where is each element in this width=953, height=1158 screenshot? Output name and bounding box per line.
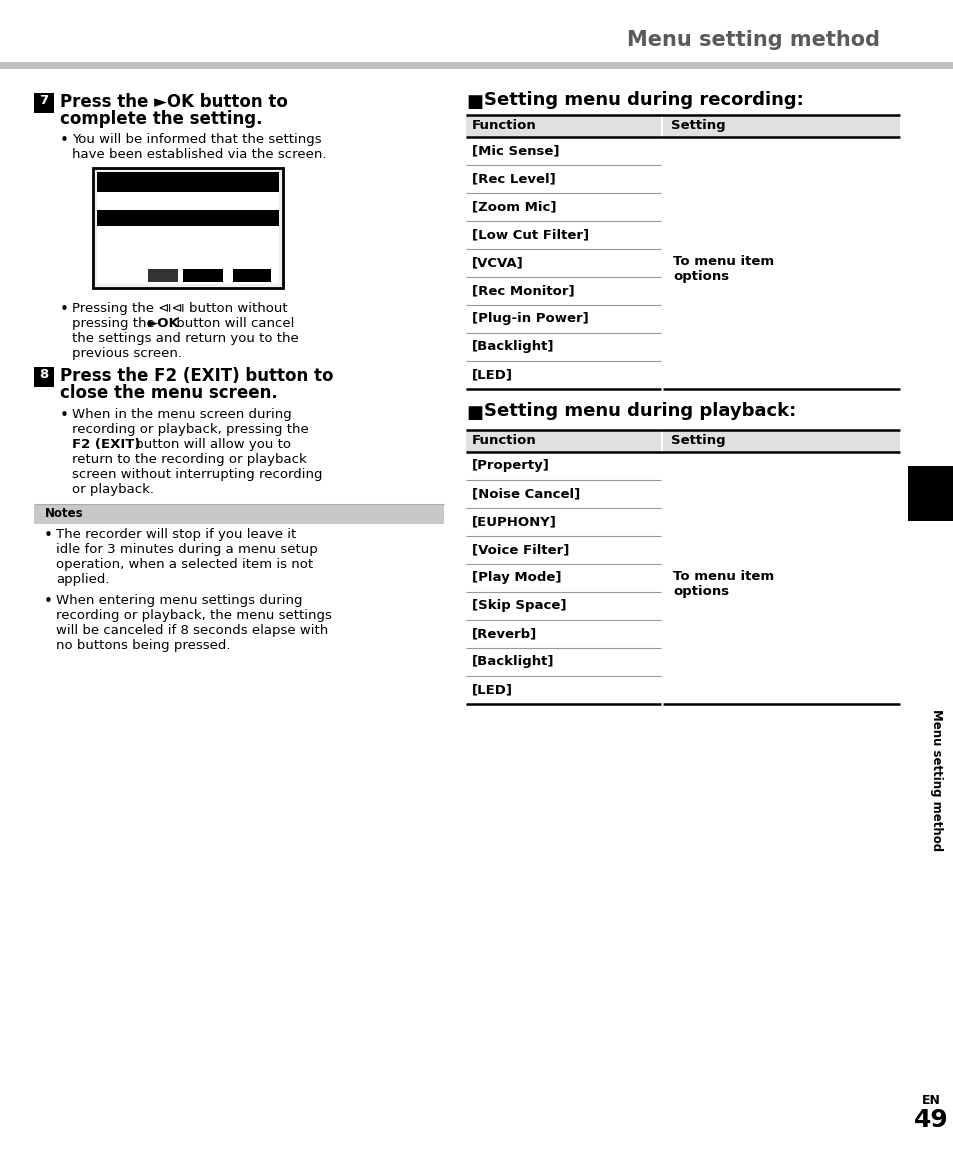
Text: [Noise Cancel]: [Noise Cancel] <box>472 488 579 500</box>
Text: or playback.: or playback. <box>71 483 153 496</box>
Text: 4: 4 <box>921 479 940 507</box>
Text: On: On <box>107 196 120 206</box>
Text: [Rec Monitor]: [Rec Monitor] <box>472 284 574 296</box>
Text: The recorder will stop if you leave it: The recorder will stop if you leave it <box>56 528 296 541</box>
Text: •: • <box>44 528 52 543</box>
Bar <box>92 168 283 288</box>
Bar <box>97 173 278 192</box>
Text: Off: Off <box>107 211 127 221</box>
Bar <box>97 192 278 280</box>
Text: Menu setting method: Menu setting method <box>929 709 943 851</box>
Bar <box>465 115 660 137</box>
Text: Setting: Setting <box>164 233 212 243</box>
Text: When in the menu screen during: When in the menu screen during <box>71 408 292 422</box>
Bar <box>97 210 278 226</box>
Text: [Backlight]: [Backlight] <box>472 340 554 353</box>
Text: Press the F2 (EXIT) button to: Press the F2 (EXIT) button to <box>60 367 334 384</box>
Text: [LED]: [LED] <box>472 368 513 381</box>
Text: will be canceled if 8 seconds elapse with: will be canceled if 8 seconds elapse wit… <box>56 624 328 637</box>
Text: close the menu screen.: close the menu screen. <box>60 384 277 402</box>
Text: To menu item
options: To menu item options <box>672 255 773 283</box>
Text: screen without interrupting recording: screen without interrupting recording <box>71 468 322 481</box>
Text: 8: 8 <box>39 368 49 381</box>
Bar <box>97 267 278 284</box>
Text: 49: 49 <box>913 1108 947 1133</box>
Text: [Reverb]: [Reverb] <box>472 626 537 640</box>
Text: no buttons being pressed.: no buttons being pressed. <box>56 639 231 652</box>
Bar <box>233 269 271 283</box>
Text: complete the setting.: complete the setting. <box>60 110 262 129</box>
Text: 7: 7 <box>39 94 49 107</box>
Text: [Backlight]: [Backlight] <box>472 655 554 668</box>
Text: Pressing the ⧏⧏ button without: Pressing the ⧏⧏ button without <box>71 302 287 315</box>
Text: LED: LED <box>101 173 121 183</box>
Text: You will be informed that the settings: You will be informed that the settings <box>71 133 321 146</box>
Bar <box>0 63 953 69</box>
Text: Setting menu during recording:: Setting menu during recording: <box>483 91 803 109</box>
Text: [Skip Space]: [Skip Space] <box>472 599 566 611</box>
Text: ►OK: ►OK <box>148 317 179 330</box>
Text: Setting: Setting <box>670 434 725 447</box>
Text: Function: Function <box>472 119 537 132</box>
Text: button will cancel: button will cancel <box>172 317 294 330</box>
Text: [Play Mode]: [Play Mode] <box>472 571 561 584</box>
Text: recording or playback, pressing the: recording or playback, pressing the <box>71 423 309 437</box>
Text: When entering menu settings during: When entering menu settings during <box>56 594 302 607</box>
Text: [Rec Level]: [Rec Level] <box>472 173 556 185</box>
Text: To menu item
options: To menu item options <box>672 570 773 598</box>
Text: fixed: fixed <box>171 245 205 256</box>
Bar <box>183 269 223 283</box>
Bar <box>34 367 54 387</box>
Text: [Plug-in Power]: [Plug-in Power] <box>472 312 588 325</box>
Text: LIMIT: LIMIT <box>152 270 174 279</box>
Text: [Zoom Mic]: [Zoom Mic] <box>472 200 556 213</box>
Text: ■: ■ <box>465 404 482 422</box>
Text: Menu setting method: Menu setting method <box>626 30 879 50</box>
Text: [Property]: [Property] <box>472 459 549 472</box>
Text: [Low Cut Filter]: [Low Cut Filter] <box>472 228 589 241</box>
Text: button will allow you to: button will allow you to <box>131 438 291 450</box>
Text: previous screen.: previous screen. <box>71 347 182 360</box>
Text: the settings and return you to the: the settings and return you to the <box>71 332 298 345</box>
Text: applied.: applied. <box>56 573 110 586</box>
Text: •: • <box>60 133 69 148</box>
Text: [Mic Sense]: [Mic Sense] <box>472 144 558 157</box>
Bar <box>907 466 953 521</box>
Bar <box>662 115 899 137</box>
Text: [EUPHONY]: [EUPHONY] <box>472 515 557 528</box>
Text: Setting menu during playback:: Setting menu during playback: <box>483 402 796 420</box>
Text: •: • <box>44 594 52 609</box>
Text: idle for 3 minutes during a menu setup: idle for 3 minutes during a menu setup <box>56 543 317 556</box>
Text: pressing the: pressing the <box>71 317 159 330</box>
Text: have been established via the screen.: have been established via the screen. <box>71 148 326 161</box>
Text: recording or playback, the menu settings: recording or playback, the menu settings <box>56 609 332 622</box>
Text: Ni■■■: Ni■■■ <box>233 173 262 183</box>
Text: Notes: Notes <box>45 507 84 520</box>
Text: [VCVA]: [VCVA] <box>472 256 523 269</box>
Bar <box>465 430 660 452</box>
Text: EN: EN <box>921 1094 940 1107</box>
Bar <box>34 93 54 113</box>
Text: Setting: Setting <box>670 119 725 132</box>
Text: •: • <box>60 302 69 317</box>
Text: F2 (EXIT): F2 (EXIT) <box>71 438 140 450</box>
Bar <box>662 430 899 452</box>
Text: Function: Function <box>472 434 537 447</box>
Text: [Voice Filter]: [Voice Filter] <box>472 543 569 556</box>
Text: EXIT: EXIT <box>242 270 262 279</box>
Text: [LED]: [LED] <box>472 683 513 696</box>
Bar <box>148 269 178 283</box>
Text: BACK: BACK <box>193 270 213 279</box>
Text: return to the recording or playback: return to the recording or playback <box>71 453 307 466</box>
Text: operation, when a selected item is not: operation, when a selected item is not <box>56 558 313 571</box>
Text: ■: ■ <box>465 93 482 111</box>
Bar <box>34 505 443 525</box>
Text: Press the ►OK button to: Press the ►OK button to <box>60 93 288 111</box>
Text: •: • <box>60 408 69 423</box>
Text: ᴦM: ᴦM <box>101 269 112 278</box>
